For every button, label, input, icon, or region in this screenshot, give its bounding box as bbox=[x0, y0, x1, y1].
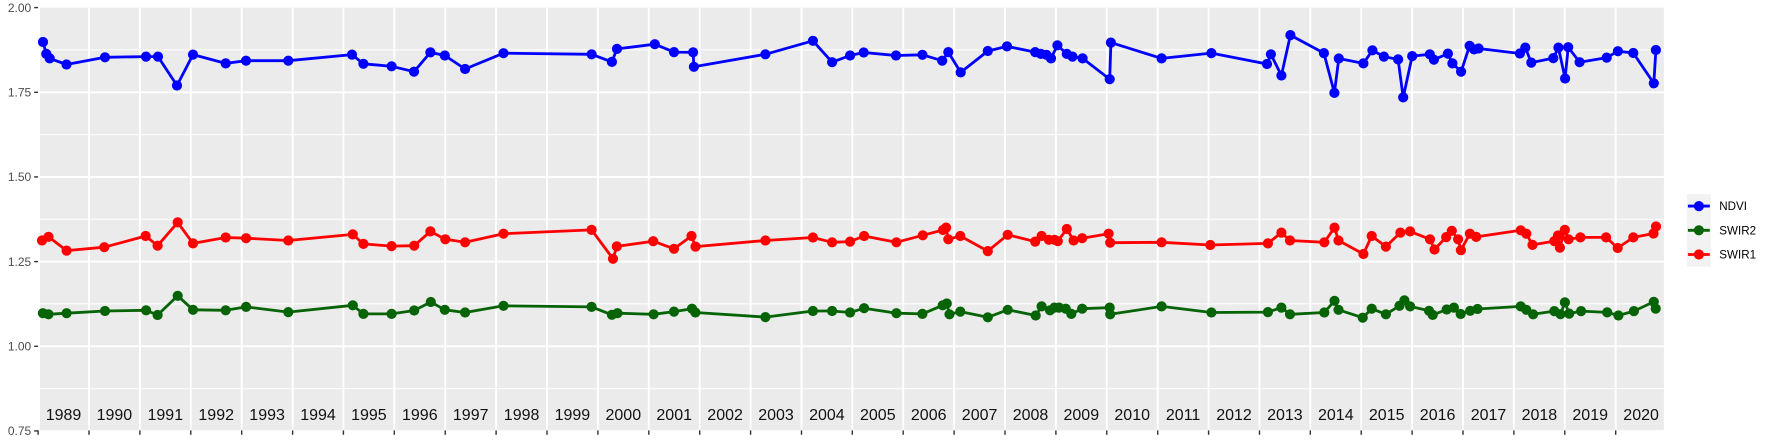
svg-text:2008: 2008 bbox=[1013, 407, 1049, 424]
svg-text:2.00: 2.00 bbox=[8, 1, 32, 15]
svg-text:2006: 2006 bbox=[911, 407, 947, 424]
svg-text:2017: 2017 bbox=[1471, 407, 1507, 424]
svg-text:1990: 1990 bbox=[97, 407, 133, 424]
svg-text:1999: 1999 bbox=[555, 407, 591, 424]
svg-text:2007: 2007 bbox=[962, 407, 998, 424]
svg-text:1992: 1992 bbox=[198, 407, 234, 424]
svg-text:2000: 2000 bbox=[606, 407, 642, 424]
svg-text:2013: 2013 bbox=[1267, 407, 1303, 424]
svg-text:1994: 1994 bbox=[300, 407, 336, 424]
svg-text:1991: 1991 bbox=[148, 407, 184, 424]
svg-text:2002: 2002 bbox=[707, 407, 743, 424]
svg-text:1993: 1993 bbox=[249, 407, 285, 424]
svg-text:2020: 2020 bbox=[1623, 407, 1659, 424]
svg-text:1.00: 1.00 bbox=[8, 340, 32, 354]
svg-text:SWIR2: SWIR2 bbox=[1719, 224, 1756, 237]
svg-text:2019: 2019 bbox=[1572, 407, 1608, 424]
svg-text:2016: 2016 bbox=[1420, 407, 1456, 424]
svg-text:1.25: 1.25 bbox=[8, 255, 32, 269]
svg-text:1995: 1995 bbox=[351, 407, 387, 424]
svg-text:2012: 2012 bbox=[1216, 407, 1252, 424]
svg-text:1.50: 1.50 bbox=[8, 170, 32, 184]
svg-text:SWIR1: SWIR1 bbox=[1719, 249, 1756, 262]
svg-text:1997: 1997 bbox=[453, 407, 489, 424]
svg-text:2005: 2005 bbox=[860, 407, 896, 424]
svg-text:1998: 1998 bbox=[504, 407, 540, 424]
svg-text:2004: 2004 bbox=[809, 407, 845, 424]
svg-text:2010: 2010 bbox=[1114, 407, 1150, 424]
svg-text:2015: 2015 bbox=[1369, 407, 1405, 424]
svg-text:2003: 2003 bbox=[758, 407, 794, 424]
svg-text:2018: 2018 bbox=[1522, 407, 1558, 424]
svg-text:1996: 1996 bbox=[402, 407, 438, 424]
svg-text:2011: 2011 bbox=[1166, 407, 1201, 424]
svg-text:2001: 2001 bbox=[656, 407, 692, 424]
svg-text:0.75: 0.75 bbox=[8, 424, 32, 438]
svg-text:1989: 1989 bbox=[46, 407, 82, 424]
svg-text:2014: 2014 bbox=[1318, 407, 1354, 424]
svg-text:2009: 2009 bbox=[1064, 407, 1100, 424]
svg-text:NDVI: NDVI bbox=[1719, 200, 1747, 213]
svg-text:1.75: 1.75 bbox=[8, 86, 32, 100]
